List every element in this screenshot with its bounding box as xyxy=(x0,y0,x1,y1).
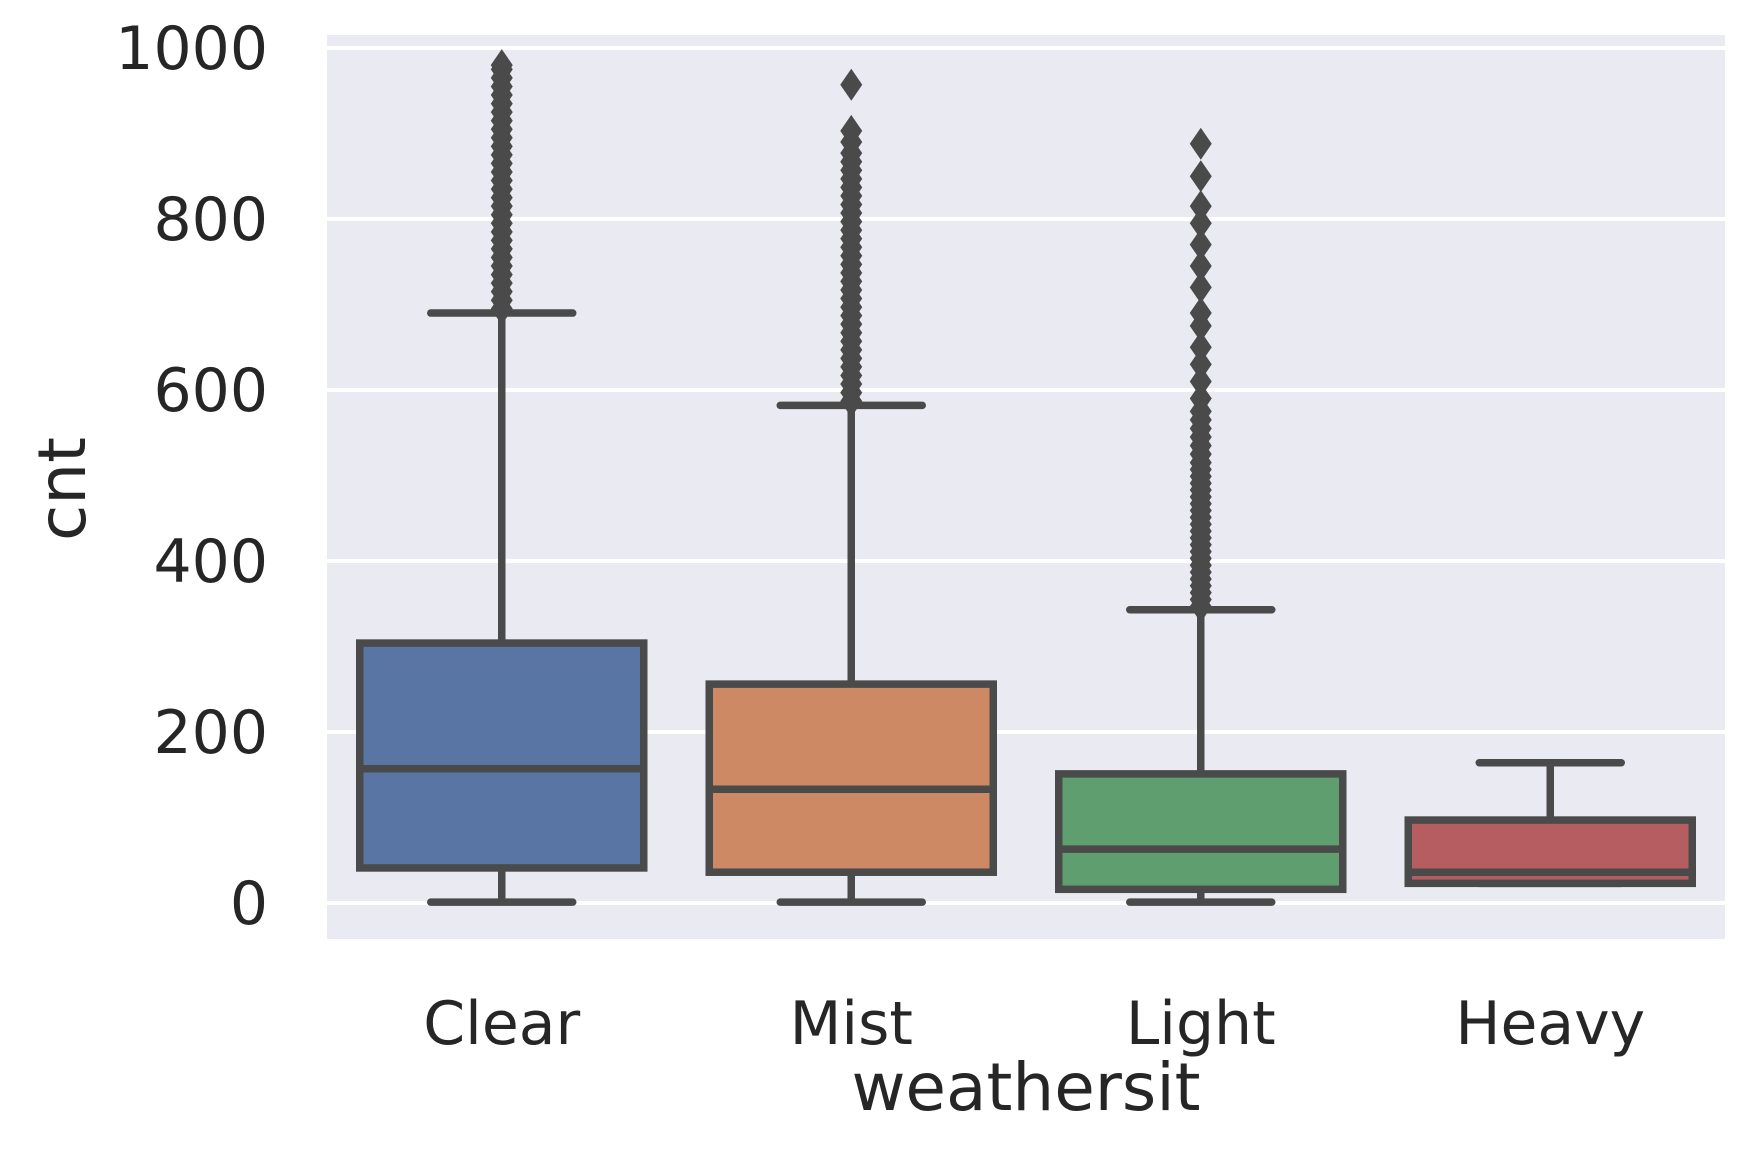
box-heavy xyxy=(1404,759,1696,888)
iqr-box-mist xyxy=(705,680,997,876)
outlier-light-28 xyxy=(1189,382,1212,415)
iqr-box-light xyxy=(1055,770,1347,894)
box-mist xyxy=(705,68,997,906)
outlier-light-34 xyxy=(1189,271,1212,304)
outlier-light-33 xyxy=(1189,297,1212,330)
x-axis-label: weathersit xyxy=(851,1049,1200,1126)
y-axis-label: cnt xyxy=(24,437,101,541)
x-axis-ticks: Clear Mist Light Heavy xyxy=(423,989,1645,1059)
outlier-mist-32 xyxy=(840,68,863,101)
outlier-light-37 xyxy=(1189,207,1212,240)
box-clear xyxy=(356,49,648,906)
y-tick-label-600: 600 xyxy=(153,356,268,426)
y-tick-label-400: 400 xyxy=(153,527,268,597)
outlier-clear-29 xyxy=(490,49,513,82)
box-light xyxy=(1055,127,1347,906)
outlier-light-31 xyxy=(1189,331,1212,364)
outlier-light-35 xyxy=(1189,250,1212,283)
y-axis-ticks: 0 200 400 600 800 1000 xyxy=(115,14,268,939)
outlier-light-29 xyxy=(1189,365,1212,398)
outlier-light-40 xyxy=(1189,127,1212,160)
x-tick-label-clear: Clear xyxy=(423,989,580,1059)
x-tick-label-light: Light xyxy=(1126,989,1276,1059)
y-tick-label-800: 800 xyxy=(153,185,268,255)
x-tick-label-mist: Mist xyxy=(790,989,913,1059)
outlier-light-39 xyxy=(1189,160,1212,193)
y-tick-label-0: 0 xyxy=(230,869,268,939)
y-tick-label-200: 200 xyxy=(153,698,268,768)
outlier-mist-31 xyxy=(840,114,863,147)
iqr-box-clear xyxy=(356,639,648,872)
box-series xyxy=(356,49,1696,906)
outlier-light-38 xyxy=(1189,190,1212,223)
x-tick-label-heavy: Heavy xyxy=(1455,989,1645,1059)
outlier-light-36 xyxy=(1189,228,1212,261)
outlier-light-30 xyxy=(1189,348,1212,381)
y-tick-label-1000: 1000 xyxy=(115,14,268,84)
